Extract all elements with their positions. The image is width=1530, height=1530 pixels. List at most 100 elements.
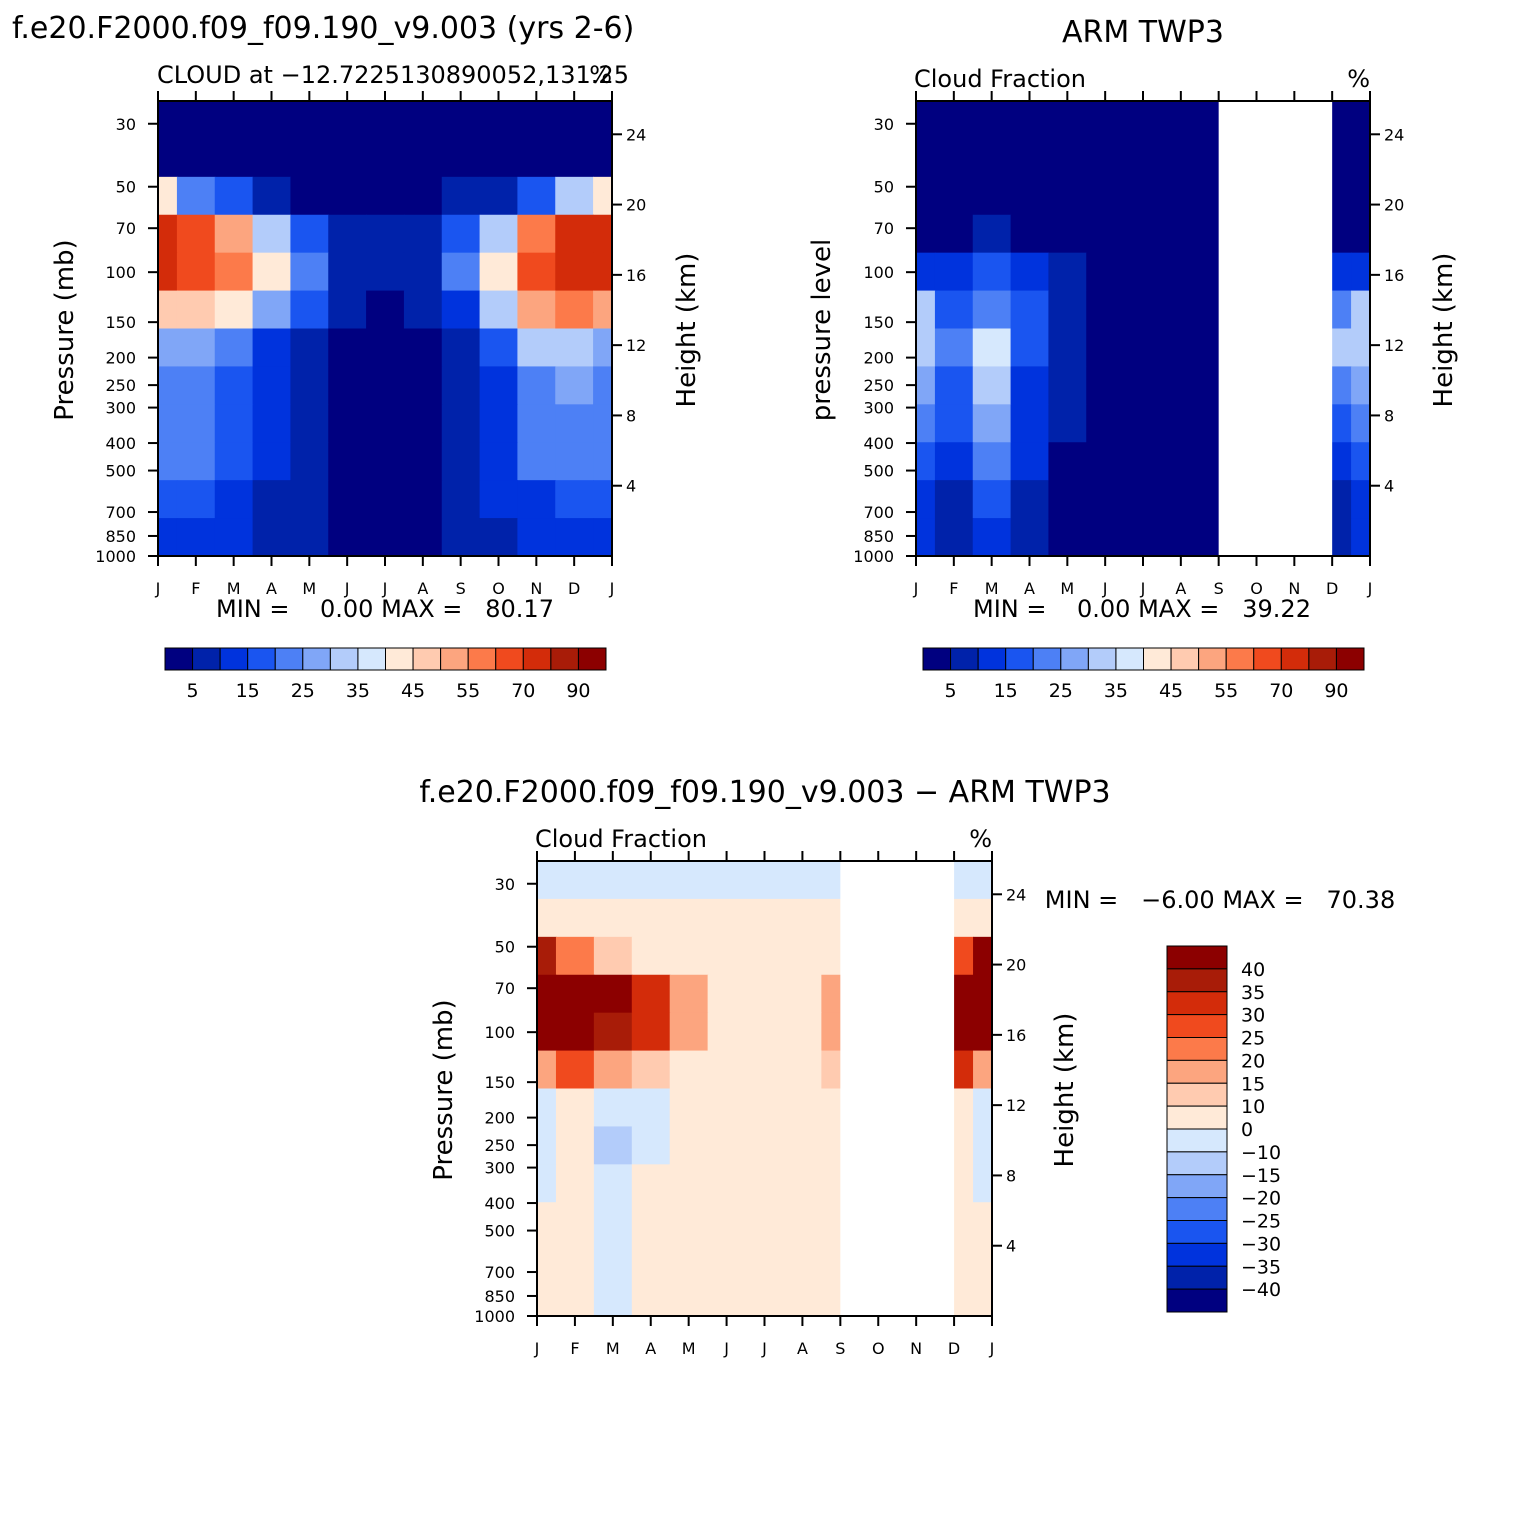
data-cell [1161,138,1201,178]
x-tick-label: D [568,579,580,598]
data-cell [176,442,216,481]
data-cell [252,366,292,405]
data-cell [1161,176,1201,216]
data-cell [1351,366,1371,405]
data-cell [366,252,405,292]
y-tick-label: 250 [484,1136,515,1155]
colorbar-swatch [550,647,579,671]
colorbar-swatch [164,647,194,671]
data-cell [366,366,405,405]
data-cell [366,176,405,216]
colorbar-label: 35 [1104,680,1128,702]
data-cell [403,442,443,481]
x-tick-label: D [948,1339,960,1358]
x-tick-label: S [456,579,466,598]
data-cell [555,1278,595,1317]
y-tick-right-label: 4 [626,477,636,496]
y-tick-right-label: 4 [1006,1237,1016,1256]
colorbar-swatch [1005,647,1034,671]
data-cell [403,214,443,254]
data-cell [916,176,936,216]
data-cell [290,518,329,557]
data-cell [669,861,709,900]
data-cell [916,290,936,330]
data-cell [972,518,1012,557]
x-tick-label: M [606,1339,620,1358]
y-tick-label: 150 [105,313,136,332]
data-cell [479,480,519,519]
data-cell [252,404,292,443]
panel3-subtitle-left: Cloud Fraction [535,825,707,853]
panel3-ylabel-right: Height (km) [1050,1013,1080,1168]
panel3-stats: MIN = −6.00 MAX = 70.38 [1045,886,1395,914]
data-cell [1351,252,1371,292]
data-cell [973,898,993,938]
x-tick-label: M [1060,579,1074,598]
data-cell [783,898,822,938]
panel3-plot: J F M A M J J A S O N D J305070100150200250300400500… [474,851,1281,1358]
data-cell [1010,518,1050,557]
x-tick-label: J [609,579,615,598]
data-cell [290,366,329,405]
data-cell [252,101,292,140]
x-tick-label: O [492,579,505,598]
data-cell [555,366,594,405]
y-tick-label: 30 [116,115,136,134]
data-cell [479,138,519,178]
data-cell [176,176,216,216]
data-cell [972,252,1012,292]
data-cell [555,936,595,976]
y-tick-label: 300 [863,399,894,418]
colorbar-swatch [274,647,304,671]
colorbar-swatch [1166,1242,1228,1267]
data-cell [158,252,178,292]
data-cell [214,252,254,292]
data-cell [1010,480,1050,519]
data-cell [555,1240,595,1279]
data-cell [252,328,292,368]
data-cell [973,1126,993,1165]
data-cell [593,1278,633,1317]
colorbar-swatch [412,647,442,671]
colorbar-label: −25 [1241,1211,1281,1233]
data-cell [214,214,254,254]
panel2-ylabel-right: Height (km) [1429,253,1459,408]
data-cell [441,518,481,557]
data-cell [517,214,556,254]
data-cell [1351,518,1371,557]
y-tick-label: 700 [863,503,894,522]
data-cell [593,366,613,405]
data-cell [366,518,405,557]
colorbar-swatch [1198,647,1227,671]
colorbar-label: −30 [1241,1233,1281,1255]
data-cell [934,176,974,216]
data-cell [252,176,292,216]
colorbar-label: −35 [1241,1256,1281,1278]
data-cell [403,290,443,330]
colorbar-swatch [1115,647,1144,671]
data-cell [1086,252,1125,292]
data-cell [631,1126,671,1165]
data-cell [328,480,367,519]
data-cell [328,404,367,443]
data-cell [934,328,974,368]
data-cell [1124,101,1163,140]
y-tick-label: 50 [874,178,894,197]
data-cell [1086,176,1125,216]
data-cell [1048,404,1087,443]
data-cell [479,101,519,140]
data-cell [593,936,633,976]
data-cell [669,1050,709,1090]
data-cell [479,404,519,443]
data-cell [537,1088,557,1128]
data-cell [403,518,443,557]
data-cell [669,1012,709,1052]
x-tick-label: S [835,1339,845,1358]
data-cell [1124,176,1163,216]
colorbar-swatch [522,647,552,671]
data-cell [290,480,329,519]
colorbar-swatch [1166,1105,1228,1130]
data-cell [973,1202,993,1241]
data-cell [783,1278,822,1317]
panel2-subtitle-right: % [1347,65,1370,93]
